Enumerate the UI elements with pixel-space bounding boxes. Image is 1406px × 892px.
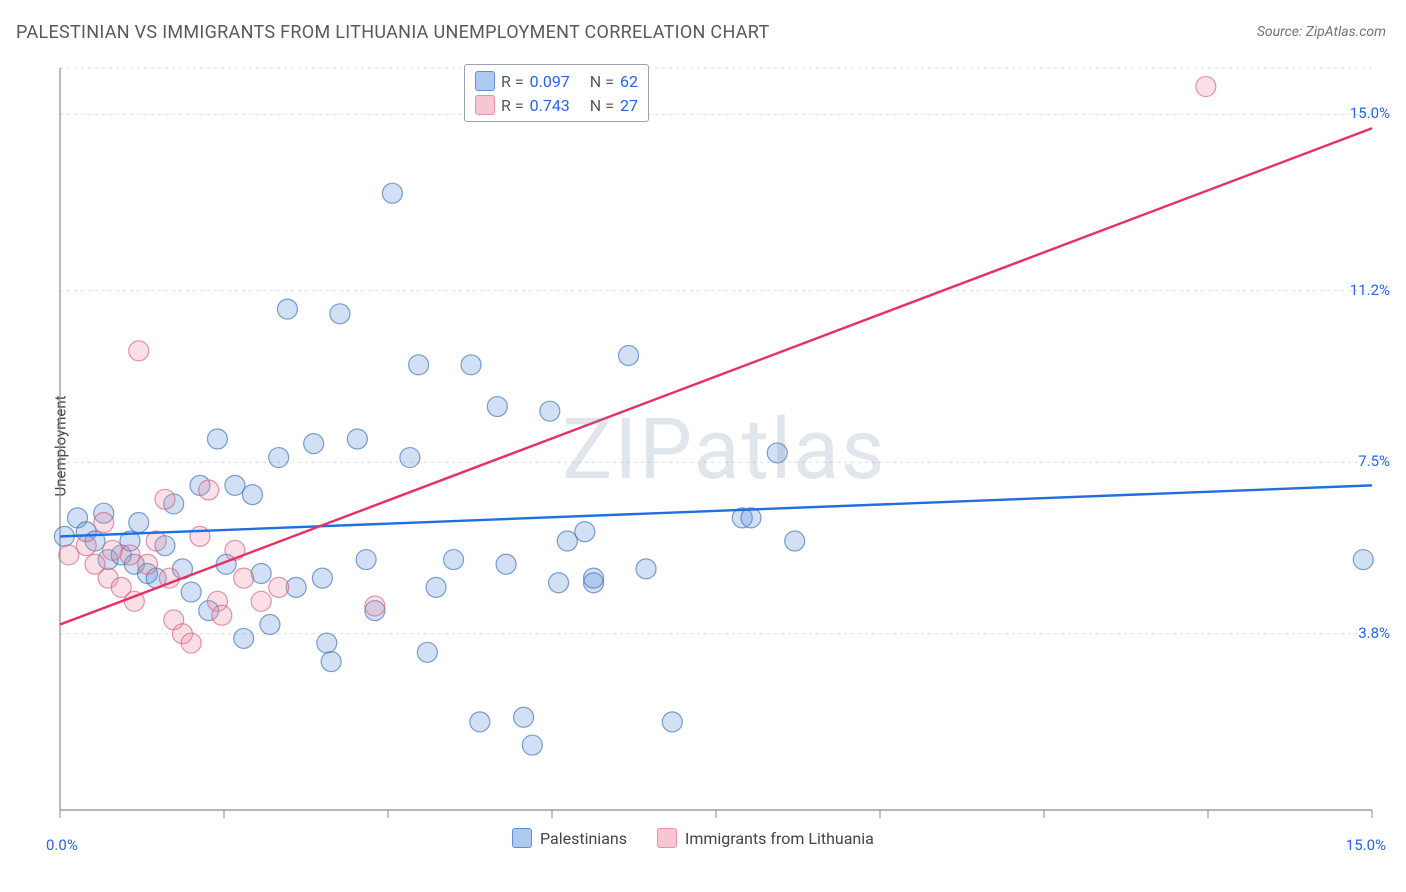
legend-item: Immigrants from Lithuania [657,828,874,848]
n-label: N = [590,72,614,91]
r-value: 0.097 [530,72,570,91]
legend-row: R = 0.097 N = 62 [475,69,638,93]
chart-svg [52,62,1388,850]
n-value: 27 [620,96,638,115]
series-legend: Palestinians Immigrants from Lithuania [512,828,874,848]
r-label: R = [501,72,524,91]
correlation-legend: R = 0.097 N = 62 R = 0.743 N = 27 [464,64,649,122]
x-axis-max: 15.0% [1346,836,1386,854]
y-tick-label: 7.5% [1358,452,1390,470]
x-axis-min: 0.0% [46,836,78,854]
legend-item: Palestinians [512,828,627,848]
legend-label: Immigrants from Lithuania [685,829,874,848]
legend-label: Palestinians [540,829,627,848]
y-tick-label: 11.2% [1350,281,1390,299]
plot-area: ZIPatlas R = 0.097 N = 62 R = 0.743 N = … [52,62,1388,850]
n-label: N = [590,96,614,115]
source-attribution: Source: ZipAtlas.com [1257,24,1386,40]
swatch-icon [475,95,495,115]
y-tick-label: 15.0% [1350,104,1390,122]
n-value: 62 [620,72,638,91]
legend-row: R = 0.743 N = 27 [475,93,638,117]
swatch-icon [512,828,532,848]
chart-title: PALESTINIAN VS IMMIGRANTS FROM LITHUANIA… [16,22,770,43]
r-label: R = [501,96,524,115]
y-tick-label: 3.8% [1358,624,1390,642]
swatch-icon [475,71,495,91]
swatch-icon [657,828,677,848]
chart-container: PALESTINIAN VS IMMIGRANTS FROM LITHUANIA… [0,0,1406,892]
r-value: 0.743 [530,96,570,115]
